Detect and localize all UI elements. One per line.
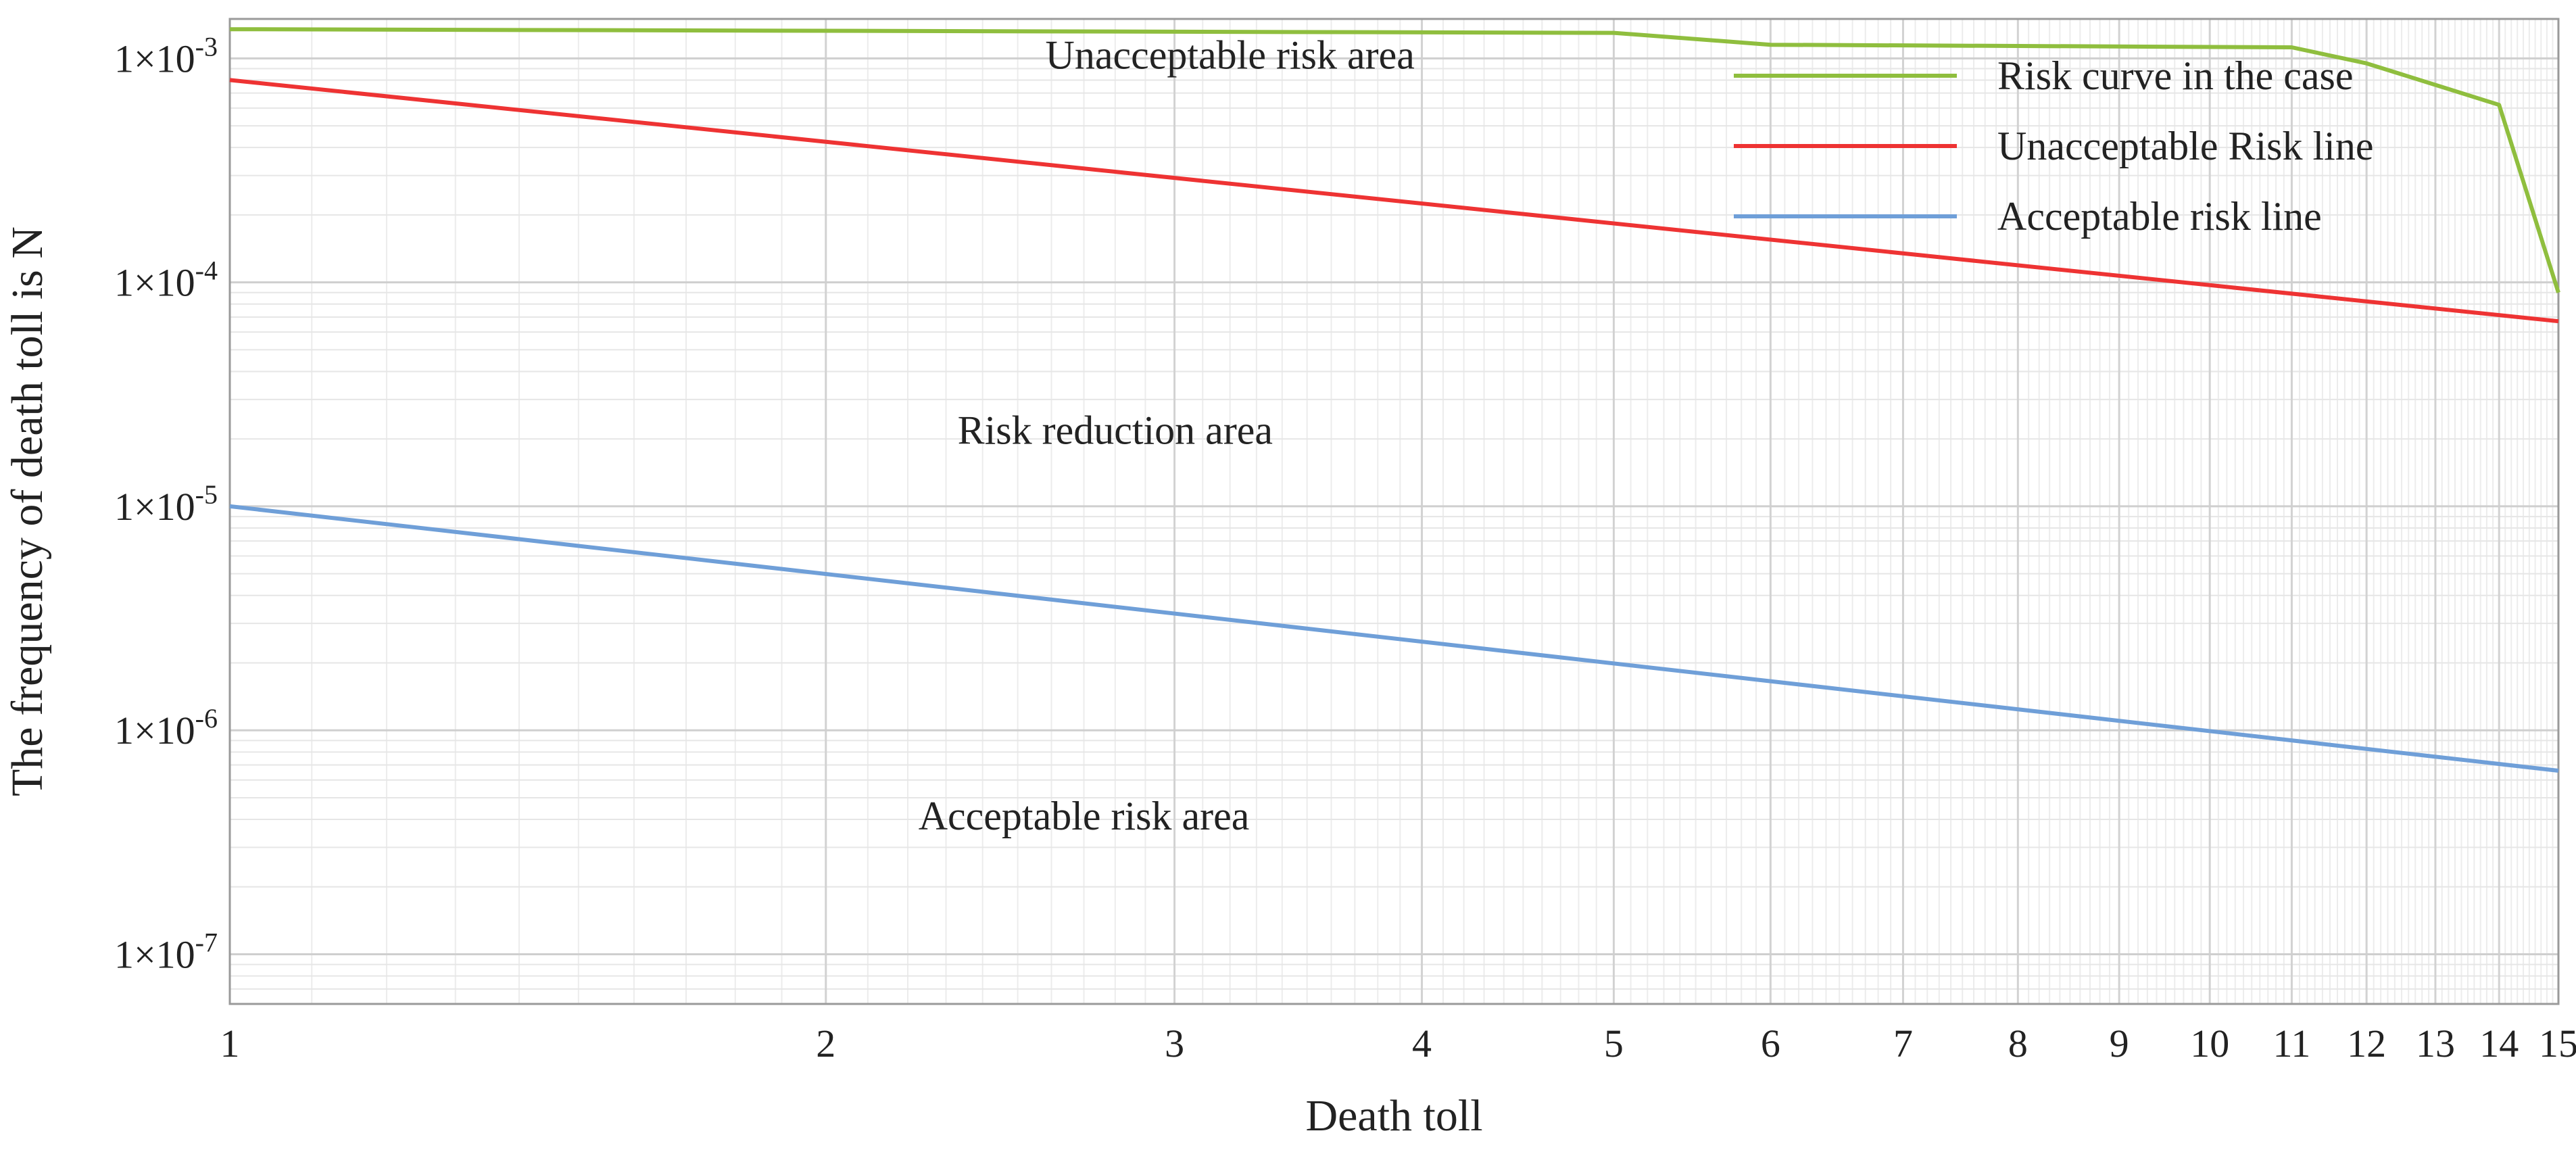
x-tick-label: 9 [2110, 1022, 2129, 1065]
series-layer [229, 27, 2560, 773]
x-tick-label: 11 [2273, 1022, 2311, 1065]
x-tick-label: 6 [1761, 1022, 1780, 1065]
x-tick-label: 12 [2347, 1022, 2386, 1065]
y-axis-title: The frequency of death toll is N [3, 226, 52, 796]
series-line-2 [229, 78, 2559, 324]
y-tick-label: 1×10-4 [114, 256, 218, 305]
area-label-2: Risk reduction area [958, 408, 1273, 453]
x-tick-label: 14 [2479, 1022, 2519, 1065]
x-tick-label: 1 [220, 1022, 240, 1065]
area-label-3: Acceptable risk area [919, 794, 1250, 838]
x-tick-label: 5 [1604, 1022, 1624, 1065]
legend-label-3: Acceptable risk line [1997, 194, 2322, 239]
x-tick-label: 13 [2416, 1022, 2455, 1065]
legend-label-2: Unacceptable Risk line [1997, 124, 2373, 168]
plot-frame [228, 18, 2560, 1005]
y-tick-label: 1×10-7 [114, 928, 218, 977]
y-axis-ticks: 1×10-31×10-41×10-51×10-61×10-7 [114, 31, 218, 976]
y-tick-mantissa: 1×10 [114, 709, 195, 752]
y-tick-exponent: -5 [195, 479, 218, 510]
legend: Risk curve in the case Unacceptable Risk … [1734, 53, 2373, 239]
y-tick-exponent: -4 [195, 256, 218, 286]
y-tick-mantissa: 1×10 [114, 485, 195, 529]
y-tick-mantissa: 1×10 [114, 261, 195, 305]
y-tick-mantissa: 1×10 [114, 37, 195, 80]
major-grid [228, 19, 2560, 1004]
x-tick-label: 10 [2190, 1022, 2229, 1065]
y-tick-mantissa: 1×10 [114, 933, 195, 977]
x-axis-title: Death toll [1305, 1091, 1482, 1141]
x-axis-ticks: 1 2 3 4 5 6 7 8 9 10 11 12 13 14 15 [220, 1022, 2576, 1065]
x-tick-label: 7 [1893, 1022, 1913, 1065]
y-tick-label: 1×10-3 [114, 31, 218, 80]
x-tick-label: 15 [2539, 1022, 2576, 1065]
area-label-1: Unacceptable risk area [1046, 32, 1415, 77]
x-tick-label: 8 [2008, 1022, 2028, 1065]
x-tick-label: 4 [1412, 1022, 1432, 1065]
y-tick-exponent: -6 [195, 703, 218, 734]
x-tick-label: 3 [1165, 1022, 1184, 1065]
series-line-3 [229, 504, 2559, 773]
y-tick-exponent: -3 [195, 31, 218, 62]
series-line-1 [229, 27, 2560, 293]
x-tick-label: 2 [816, 1022, 835, 1065]
area-annotations: Unacceptable risk area Risk reduction are… [919, 32, 1415, 838]
legend-label-1: Risk curve in the case [1997, 53, 2354, 98]
y-tick-exponent: -7 [195, 928, 218, 958]
y-tick-label: 1×10-6 [114, 703, 218, 752]
y-tick-label: 1×10-5 [114, 479, 218, 529]
